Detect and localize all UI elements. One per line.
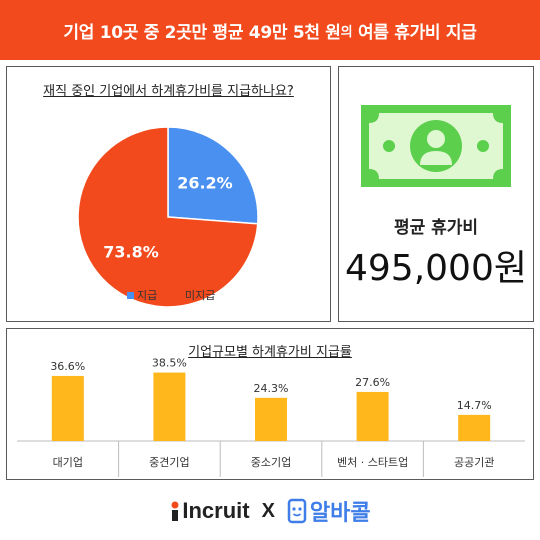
pie-chart: 26.2% 73.8% 지급 미지급: [77, 126, 259, 308]
bar-4: [458, 414, 491, 441]
average-panel: 평균 휴가비 495,000원: [338, 66, 534, 322]
average-label: 평균 휴가비: [393, 218, 479, 238]
logo-separator: X: [261, 499, 275, 522]
bar-1: [153, 372, 186, 441]
bar-category-label-1: 중견기업: [149, 456, 189, 469]
bar-category-label-3: 벤처 · 스타트업: [337, 456, 408, 469]
pie-value-label-0: 26.2%: [177, 174, 233, 193]
pie-slice-0: [167, 126, 259, 225]
footer-logos: Incruit X 알바콜: [0, 488, 540, 534]
bar-chart-panel: 기업규모별 하계휴가비 지급률 36.6% 대기업 38.5% 중견기업 24.3% 중소…: [6, 328, 534, 480]
albacall-logo-text: 알바콜: [309, 501, 371, 526]
bar-3: [356, 391, 389, 441]
legend-label-1: 미지급: [185, 289, 215, 302]
bar-value-label-2: 24.3%: [254, 382, 289, 395]
header-title-particle: 의: [340, 24, 353, 40]
incruit-mark-icon: [171, 501, 179, 521]
bar-category-label-0: 대기업: [53, 456, 83, 469]
bar-category-label-4: 공공기관: [454, 456, 494, 469]
pie-chart-panel: 재직 중인 기업에서 하계휴가비를 지급하나요? 26.2% 73.8% 지급 미지급: [6, 66, 331, 322]
bar-0: [51, 375, 84, 441]
legend-swatch-0: [127, 292, 134, 299]
bar-value-label-1: 38.5%: [152, 357, 187, 370]
money-bill-icon: [361, 105, 511, 187]
bar-chart-title: 기업규모별 하계휴가비 지급률: [188, 345, 352, 360]
incruit-logo: Incruit: [169, 498, 250, 524]
average-value: 495,000원: [345, 248, 527, 289]
header-title-rest: 여름 휴가비 지급: [352, 22, 477, 43]
albacall-logo: 알바콜: [287, 495, 371, 527]
bar-2: [255, 397, 287, 441]
bar-value-label-0: 36.6%: [50, 360, 85, 373]
pie-value-label-1: 73.8%: [103, 242, 159, 261]
legend-label-0: 지급: [137, 289, 157, 302]
bar-chart: 36.6% 대기업 38.5% 중견기업 24.3% 중소기업 27.6% 벤처 · 스타트업…: [17, 357, 525, 477]
phone-icon: [287, 498, 307, 524]
header-title-main: 기업 10곳 중 2곳만 평균 49만 5천 원: [63, 22, 341, 43]
pie-chart-title: 재직 중인 기업에서 하계휴가비를 지급하나요?: [43, 84, 294, 99]
bar-category-label-2: 중소기업: [251, 456, 291, 469]
bar-value-label-4: 14.7%: [457, 399, 492, 412]
incruit-logo-text: Incruit: [182, 498, 250, 523]
bar-value-label-3: 27.6%: [355, 376, 390, 389]
legend-swatch-1: [175, 292, 182, 299]
pie-slice-1: [77, 126, 259, 308]
